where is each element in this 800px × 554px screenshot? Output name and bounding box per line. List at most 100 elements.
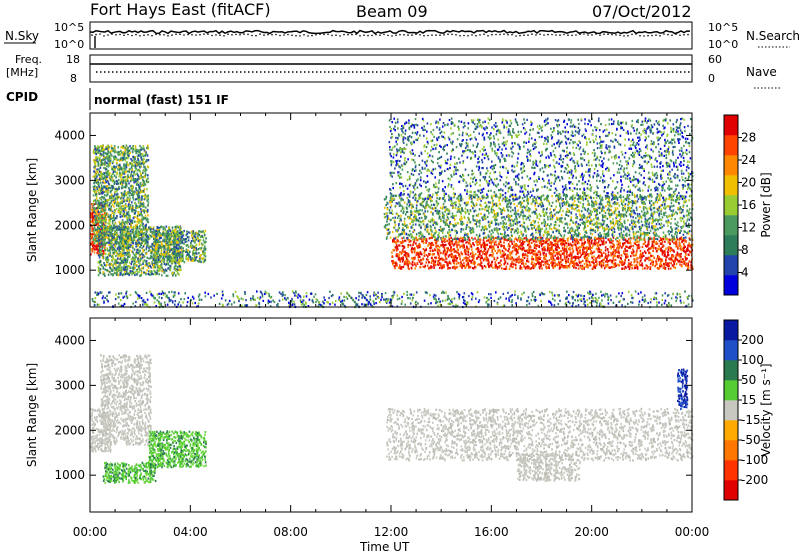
scatter-cell xyxy=(156,269,159,272)
scatter-cell xyxy=(500,243,502,246)
scatter-cell xyxy=(568,302,571,305)
scatter-cell xyxy=(132,252,135,255)
scatter-cell xyxy=(125,230,127,233)
scatter-cell xyxy=(528,302,531,305)
nsearch-point xyxy=(223,35,225,37)
scatter-cell xyxy=(139,246,141,249)
scatter-cell xyxy=(112,225,115,228)
scatter-cell xyxy=(178,226,180,229)
scatter-cell xyxy=(213,294,215,297)
scatter-cell xyxy=(142,176,144,179)
scatter-cell xyxy=(109,176,111,179)
scatter-cell xyxy=(137,257,139,260)
scatter-cell xyxy=(424,291,427,294)
scatter-cell xyxy=(96,150,98,153)
scatter-cell xyxy=(318,301,320,304)
scatter-cell xyxy=(132,209,135,212)
scatter-cell xyxy=(157,258,160,261)
scatter-cell xyxy=(117,261,119,264)
scatter-cell xyxy=(182,234,185,237)
scatter-cell xyxy=(139,151,141,155)
scatter-cell xyxy=(144,214,147,217)
scatter-cell xyxy=(134,266,136,269)
scatter-cell xyxy=(168,227,170,230)
scatter-cell xyxy=(127,170,129,173)
scatter-cell xyxy=(668,301,670,305)
scatter-cell xyxy=(118,150,120,153)
scatter-cell xyxy=(96,160,98,163)
scatter-cell xyxy=(160,303,162,306)
scatter-cell xyxy=(465,301,468,304)
scatter-cell xyxy=(94,146,97,149)
scatter-cell xyxy=(95,153,97,156)
scatter-cell xyxy=(94,291,97,294)
scatter-cell xyxy=(653,296,655,299)
scatter-cell xyxy=(116,214,118,218)
scatter-cell xyxy=(163,251,166,254)
scatter-cell xyxy=(429,253,432,256)
scatter-cell xyxy=(576,242,579,245)
scatter-cell xyxy=(158,228,161,231)
scatter-cell xyxy=(238,300,240,303)
scatter-cell xyxy=(166,242,168,245)
scatter-cell xyxy=(387,299,389,302)
scatter-cell xyxy=(187,253,189,256)
scatter-cell xyxy=(115,225,117,228)
scatter-cell xyxy=(154,270,156,273)
scatter-cell xyxy=(118,264,120,267)
scatter-cell xyxy=(100,241,103,245)
scatter-cell xyxy=(94,156,97,159)
scatter-cell xyxy=(117,158,119,161)
scatter-cell xyxy=(156,299,158,302)
scatter-cell xyxy=(147,196,149,199)
scatter-cell xyxy=(172,252,174,255)
scatter-cell xyxy=(484,243,487,246)
scatter-cell xyxy=(295,290,297,293)
scatter-cell xyxy=(155,263,158,266)
scatter-cell xyxy=(572,290,575,294)
scatter-cell xyxy=(614,255,617,258)
scatter-cell xyxy=(114,157,117,160)
scatter-cell xyxy=(204,295,207,298)
scatter-cell xyxy=(101,195,103,199)
scatter-cell xyxy=(301,300,303,303)
scatter-cell xyxy=(176,268,178,271)
nsearch-point xyxy=(355,33,357,36)
scatter-cell xyxy=(184,292,186,295)
scatter-cell xyxy=(95,200,97,203)
scatter-cell xyxy=(166,259,168,262)
scatter-cell xyxy=(173,255,176,258)
scatter-cell xyxy=(156,234,159,237)
scatter-cell xyxy=(510,257,512,260)
scatter-cell xyxy=(383,298,385,301)
scatter-cell xyxy=(135,152,137,155)
scatter-cell xyxy=(129,245,131,249)
scatter-cell xyxy=(649,236,651,239)
scatter-cell xyxy=(623,298,625,301)
scatter-cell xyxy=(182,231,184,234)
scatter-cell xyxy=(92,247,95,250)
scatter-cell xyxy=(535,252,538,255)
scatter-cell xyxy=(601,294,603,297)
scatter-cell xyxy=(124,242,127,245)
scatter-cell xyxy=(123,257,126,260)
scatter-cell xyxy=(169,260,171,263)
scatter-cell xyxy=(94,187,96,190)
nsearch-point xyxy=(431,34,433,36)
scatter-cell xyxy=(159,237,161,240)
scatter-cell xyxy=(204,291,206,294)
scatter-cell xyxy=(119,233,122,236)
scatter-cell xyxy=(139,232,141,235)
scatter-cell xyxy=(114,168,116,171)
scatter-cell xyxy=(562,240,564,244)
scatter-cell xyxy=(595,292,597,295)
scatter-cell xyxy=(649,301,652,304)
scatter-cell xyxy=(160,292,162,296)
scatter-cell xyxy=(264,290,267,293)
scatter-cell xyxy=(160,260,163,263)
scatter-cell xyxy=(661,303,663,306)
scatter-cell xyxy=(98,149,101,152)
scatter-cell xyxy=(144,183,147,186)
scatter-cell xyxy=(531,292,534,295)
scatter-cell xyxy=(156,227,158,231)
